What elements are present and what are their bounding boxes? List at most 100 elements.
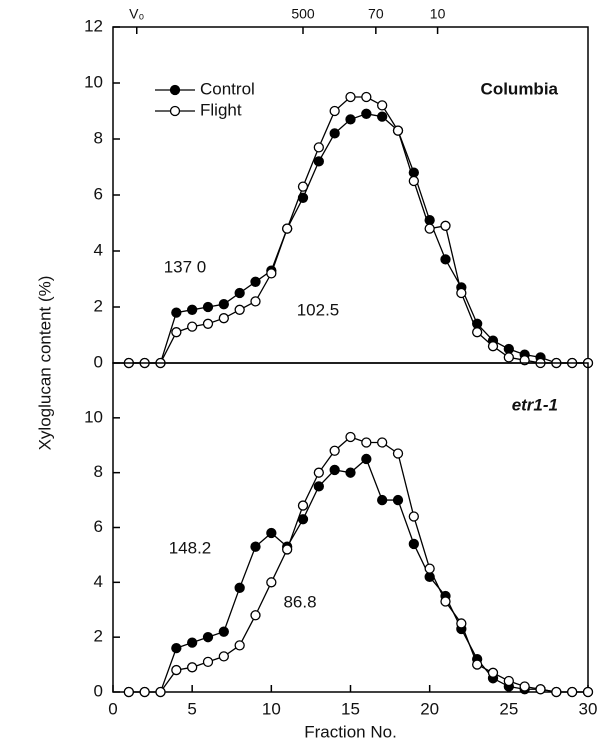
data-point	[519, 681, 530, 692]
top-tick-label: 70	[368, 6, 384, 22]
y-axis-label: Xyloglucan content (%)	[35, 276, 54, 451]
data-point	[345, 467, 356, 478]
data-point	[456, 618, 467, 629]
panel-title: Columbia	[481, 79, 559, 98]
data-point	[234, 304, 245, 315]
data-point	[329, 464, 340, 476]
data-point	[377, 111, 388, 122]
annotation: 137 0	[164, 257, 207, 276]
data-point	[171, 664, 182, 676]
top-tick-label: 10	[430, 6, 446, 22]
legend-label: Flight	[200, 100, 242, 119]
data-point	[218, 299, 229, 310]
data-point	[361, 453, 372, 465]
data-point	[503, 343, 514, 355]
data-point	[377, 437, 388, 448]
data-point	[361, 437, 372, 448]
y-tick-label: 8	[94, 462, 103, 481]
x-tick-label: 25	[499, 699, 518, 718]
x-tick-label: 5	[187, 699, 196, 718]
data-point	[139, 686, 150, 698]
data-point	[202, 632, 214, 643]
data-point	[250, 541, 261, 552]
data-point	[297, 181, 309, 192]
data-point	[266, 577, 277, 588]
data-point	[155, 686, 166, 698]
data-point	[123, 686, 134, 698]
data-point	[329, 105, 340, 117]
data-point	[202, 656, 214, 667]
data-point	[218, 651, 229, 662]
y-tick-label: 4	[94, 240, 103, 259]
data-point	[313, 481, 324, 492]
data-point	[266, 268, 277, 279]
x-tick-label: 10	[262, 699, 281, 718]
y-tick-label: 2	[94, 627, 103, 646]
series-line	[128, 457, 588, 693]
x-tick-label: 20	[420, 699, 439, 718]
data-point	[282, 223, 293, 234]
data-point	[329, 128, 340, 139]
data-point	[171, 642, 182, 654]
data-point	[250, 296, 261, 307]
data-point	[472, 327, 483, 338]
data-point	[361, 108, 372, 119]
data-point	[440, 596, 451, 607]
data-point	[234, 582, 245, 593]
annotation: 102.5	[297, 300, 340, 319]
data-point	[313, 467, 324, 478]
data-point	[487, 667, 499, 678]
data-point	[345, 114, 356, 125]
data-point	[345, 431, 356, 443]
data-point	[187, 662, 198, 673]
data-point	[424, 223, 435, 234]
data-point	[392, 125, 404, 136]
data-point	[250, 610, 261, 621]
data-point	[392, 448, 404, 459]
x-tick-label: 15	[341, 699, 360, 718]
data-point	[408, 511, 419, 522]
data-point	[456, 287, 467, 299]
data-point	[187, 637, 198, 648]
data-point	[487, 341, 499, 352]
legend-marker	[169, 84, 181, 96]
data-point	[535, 684, 546, 695]
x-tick-label: 0	[108, 699, 117, 718]
y-tick-label: 6	[94, 184, 103, 203]
data-point	[187, 304, 198, 315]
data-point	[440, 220, 451, 231]
data-point	[503, 675, 514, 687]
data-point	[234, 287, 245, 299]
top-tick-label: V₀	[129, 6, 144, 22]
y-tick-label: 8	[94, 128, 103, 147]
y-tick-label: 4	[94, 572, 103, 591]
data-point	[361, 91, 372, 103]
legend-label: Control	[200, 79, 255, 98]
y-tick-label: 0	[94, 352, 103, 371]
annotation: 148.2	[169, 538, 212, 557]
plot-frame	[112, 26, 589, 364]
data-point	[234, 640, 245, 651]
data-point	[424, 563, 435, 574]
annotation: 86.8	[283, 592, 316, 611]
data-point	[202, 301, 214, 313]
data-point	[377, 494, 388, 506]
data-point	[187, 321, 198, 332]
data-point	[171, 307, 182, 318]
y-tick-label: 10	[84, 407, 103, 426]
data-point	[408, 538, 419, 550]
y-tick-label: 0	[94, 681, 103, 700]
series-line	[128, 96, 588, 364]
data-point	[218, 626, 229, 637]
data-point	[329, 445, 340, 456]
y-tick-label: 2	[94, 296, 103, 315]
data-point	[218, 313, 229, 324]
y-tick-label: 10	[84, 72, 103, 91]
series-line	[128, 436, 588, 693]
top-tick-label: 500	[291, 6, 315, 22]
data-point	[313, 142, 324, 153]
data-point	[266, 527, 277, 539]
data-point	[313, 156, 324, 167]
data-point	[171, 327, 182, 338]
